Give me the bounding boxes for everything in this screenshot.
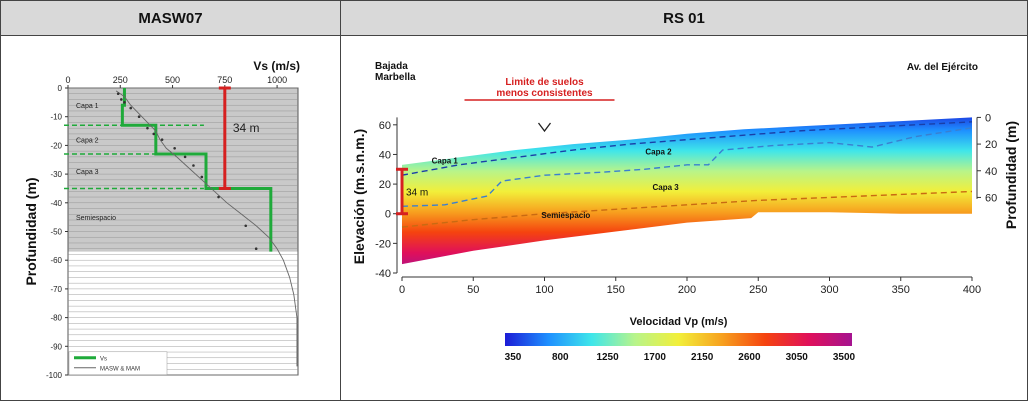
data-point — [254, 247, 258, 251]
masw-chart: 0 250 500 750 1000 0 -10 -20 -30 -40 -50 -60 -70 -80 -… — [23, 59, 300, 380]
x-tick-label: 200 — [678, 284, 696, 296]
x-tick-label: 350 — [892, 284, 910, 296]
layer-label: Capa 1 — [76, 103, 99, 110]
y-axis-title-right: Profundidad (m) — [1003, 121, 1019, 229]
x-tick-label: 0 — [65, 75, 70, 85]
data-point — [183, 155, 187, 159]
y-tick-label: 0 — [385, 209, 391, 221]
velocity-section — [402, 117, 972, 265]
x-tick-label: 500 — [165, 75, 180, 85]
location-label-right: Av. del Ejército — [907, 62, 978, 73]
y-tick-label: 20 — [379, 179, 391, 191]
masw-mam-line — [115, 90, 298, 367]
colorbar-title: Velocidad Vp (m/s) — [630, 316, 728, 328]
rs-section-chart: Capa 1 Capa 2 Capa 3 Semiespacio 0 50 100 150 20… — [351, 61, 1019, 363]
left-panel-title: MASW07 — [1, 1, 340, 36]
y-tick-label: -100 — [46, 371, 63, 380]
data-point — [129, 106, 133, 110]
depth-marker-label: 34 m — [406, 188, 428, 199]
x-tick-label: 50 — [467, 284, 479, 296]
y-axis-title-left: Elevación (m.s.n.m.) — [351, 129, 367, 264]
y-tick-label: 40 — [379, 149, 391, 161]
colorbar-tick-label: 1700 — [644, 352, 667, 363]
layer-label: Capa 3 — [653, 183, 680, 192]
layer-label: Semiespacio — [541, 211, 590, 220]
callout-arrow — [537, 122, 552, 133]
layer-label: Capa 2 — [76, 138, 99, 145]
right-tick-label: 0 — [985, 112, 991, 124]
colorbar-tick-label: 1250 — [596, 352, 619, 363]
y-tick-label: -50 — [50, 228, 62, 237]
y-axis-title: Profundidad (m) — [23, 177, 39, 285]
data-point — [160, 138, 164, 141]
y-tick-label: 60 — [379, 120, 391, 132]
x-tick-label: 100 — [535, 284, 553, 296]
layer-boundary — [401, 190, 973, 228]
panel-divider — [340, 1, 341, 400]
layer-label: Capa 2 — [645, 147, 672, 156]
data-point — [173, 146, 176, 150]
colorbar-tick-label: 3050 — [786, 352, 809, 363]
y-tick-label: -40 — [375, 268, 391, 280]
y-tick-label: -70 — [50, 285, 62, 294]
x-tick-label: 250 — [749, 284, 767, 296]
legend-label: Vs — [100, 356, 107, 362]
y-tick-label: -40 — [50, 199, 62, 208]
data-point — [217, 195, 220, 199]
colorbar-tick-label: 350 — [505, 352, 522, 363]
y-tick-label: -20 — [375, 238, 391, 250]
y-tick-label: -60 — [50, 256, 62, 265]
y-tick-label: -30 — [50, 170, 62, 179]
x-tick-label: 250 — [113, 75, 128, 85]
data-point — [137, 115, 141, 118]
x-axis-title: Vs (m/s) — [253, 59, 300, 73]
legend-label: MASW & MAM — [100, 366, 140, 372]
data-point — [192, 164, 195, 167]
location-label-left: Bajada — [375, 61, 408, 72]
colorbar-tick-label: 2600 — [738, 352, 761, 363]
layer-label: Capa 1 — [432, 156, 459, 165]
layer-boundary — [401, 127, 973, 208]
x-tick-label: 150 — [607, 284, 625, 296]
data-point — [146, 126, 149, 130]
y-tick-label: 0 — [58, 84, 63, 93]
location-label-left: Marbella — [375, 72, 416, 83]
layer-label: Capa 3 — [76, 169, 99, 176]
x-tick-label: 1000 — [267, 75, 287, 85]
data-point — [244, 224, 248, 228]
shaded-region — [68, 88, 298, 252]
y-tick-label: -90 — [50, 342, 62, 351]
right-tick-label: 40 — [985, 166, 997, 178]
data-point — [200, 175, 204, 179]
x-tick-label: 0 — [399, 284, 405, 296]
data-point — [123, 101, 126, 104]
right-panel-title: RS 01 — [341, 1, 1027, 36]
x-tick-label: 750 — [217, 75, 232, 85]
y-tick-label: -80 — [50, 314, 62, 323]
data-point — [120, 98, 123, 101]
right-tick-label: 60 — [985, 192, 997, 204]
y-tick-label: -20 — [50, 141, 62, 150]
data-point — [152, 132, 156, 136]
y-tick-label: -10 — [50, 113, 62, 122]
depth-marker-label: 34 m — [233, 121, 260, 135]
callout-line1: Limite de suelos — [505, 77, 584, 88]
vs-profile-line — [120, 88, 273, 252]
colorbar-tick-label: 3500 — [833, 352, 856, 363]
colorbar — [505, 333, 852, 346]
colorbar-tick-label: 800 — [552, 352, 569, 363]
right-tick-label: 20 — [985, 139, 997, 151]
colorbar-tick-label: 2150 — [691, 352, 714, 363]
x-tick-label: 300 — [820, 284, 838, 296]
data-point — [116, 92, 120, 96]
layer-label: Semiespacio — [76, 215, 116, 222]
x-tick-label: 400 — [963, 284, 981, 296]
callout-line2: menos consistentes — [496, 88, 593, 99]
